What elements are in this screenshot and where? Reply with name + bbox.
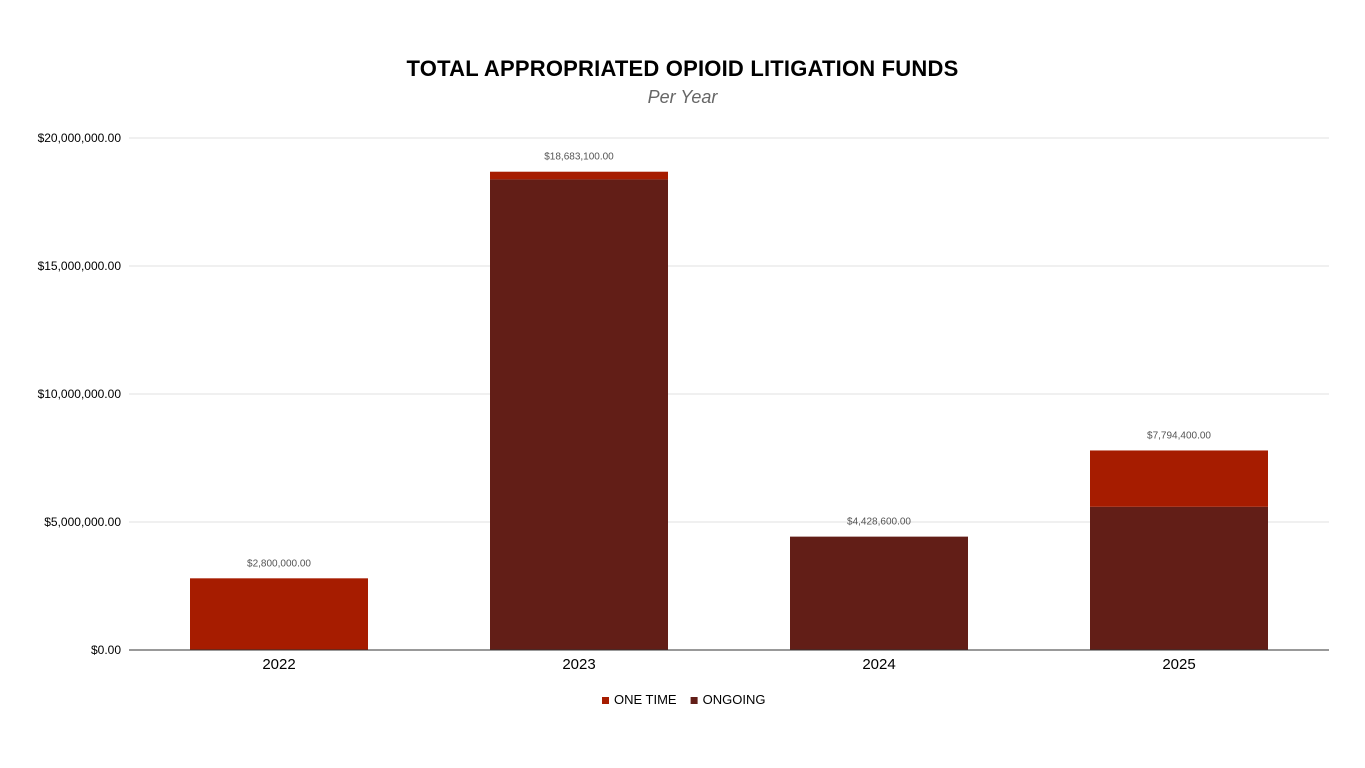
bar-ongoing-2023 — [490, 179, 668, 650]
bar-one-time-2023 — [490, 171, 668, 180]
legend-swatch — [602, 697, 609, 704]
data-label: $4,428,600.00 — [847, 517, 911, 528]
y-tick-label: $5,000,000.00 — [44, 515, 121, 529]
legend-swatch — [690, 697, 698, 704]
y-tick-label: $15,000,000.00 — [38, 259, 122, 273]
x-tick-label: 2022 — [262, 656, 295, 673]
x-tick-label: 2024 — [862, 656, 895, 673]
bar-ongoing-2024 — [790, 536, 968, 650]
y-tick-label: $20,000,000.00 — [38, 131, 122, 145]
chart-subtitle: Per Year — [647, 87, 718, 107]
data-label: $2,800,000.00 — [247, 558, 311, 569]
data-label: $18,683,100.00 — [544, 152, 614, 163]
bar-one-time-2025 — [1090, 450, 1268, 507]
bar-one-time-2022 — [190, 578, 368, 650]
x-tick-label: 2023 — [562, 656, 595, 673]
data-label: $7,794,400.00 — [1147, 430, 1211, 441]
y-tick-label: $0.00 — [91, 643, 121, 657]
x-tick-label: 2025 — [1162, 656, 1195, 673]
legend-label: ONGOING — [703, 692, 766, 707]
bar-ongoing-2025 — [1090, 506, 1268, 650]
legend-label: ONE TIME — [614, 692, 677, 707]
y-tick-label: $10,000,000.00 — [38, 387, 122, 401]
chart-title: TOTAL APPROPRIATED OPIOID LITIGATION FUN… — [406, 56, 959, 81]
